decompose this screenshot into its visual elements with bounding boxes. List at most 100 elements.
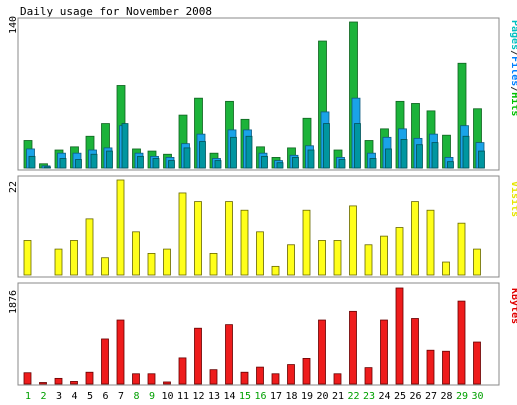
x-tick-label: 9: [149, 391, 155, 402]
kbytes-bar: [426, 349, 435, 385]
legend-visits: Visits: [509, 181, 517, 217]
pages-bar: [447, 161, 454, 169]
x-tick-label: 18: [285, 391, 297, 402]
visits-bar: [364, 244, 373, 276]
kbytes-bar: [302, 358, 311, 385]
kbytes-bar: [256, 366, 264, 385]
panel-frame-highlight: [16, 16, 499, 170]
legend-kbytes: KBytes: [509, 288, 517, 324]
kbytes-bar: [85, 371, 94, 385]
pages-bar: [199, 141, 206, 169]
x-tick-label: 15: [239, 391, 251, 402]
legend-segment: Files: [509, 56, 517, 86]
pages-bar: [90, 153, 98, 169]
visits-bar: [411, 201, 419, 276]
legend-segment: Hits: [509, 92, 517, 116]
ymax-label-visits: 22: [8, 181, 19, 193]
visits-bar: [442, 261, 450, 276]
pages-bar: [416, 144, 423, 169]
pages-bar: [276, 162, 284, 169]
x-tick-label: 13: [208, 391, 220, 402]
kbytes-bar: [411, 318, 419, 385]
visits-bar: [116, 179, 125, 276]
kbytes-bar: [39, 382, 47, 385]
x-tick-label: 19: [301, 391, 313, 402]
kbytes-bar: [23, 372, 32, 385]
kbytes-bar: [132, 373, 140, 385]
kbytes-bar: [209, 369, 218, 385]
visits-bar: [240, 209, 249, 276]
visits-bar: [457, 222, 466, 276]
pages-bar: [400, 139, 408, 169]
x-tick-label: 12: [192, 391, 204, 402]
x-tick-label: 17: [270, 391, 282, 402]
x-tick-label: 26: [409, 391, 421, 402]
kbytes-bar: [70, 381, 78, 385]
pages-bar: [168, 160, 175, 169]
kbytes-bar: [333, 373, 342, 385]
kbytes-bar: [225, 324, 233, 385]
visits-bar: [287, 244, 295, 276]
x-tick-label: 29: [456, 391, 468, 402]
pages-bar: [59, 158, 67, 169]
x-tick-label: 22: [347, 391, 359, 402]
ymax-label-kbytes: 1876: [8, 290, 19, 314]
x-tick-label: 24: [378, 391, 390, 402]
visits-bar: [380, 235, 388, 276]
panel-frame: [17, 282, 500, 386]
x-tick-label: 11: [177, 391, 189, 402]
visits-bar: [23, 240, 32, 276]
visits-bar: [318, 240, 326, 276]
visits-bar: [271, 265, 280, 276]
chart-title: Daily usage for November 2008: [20, 5, 212, 18]
kbytes-bar: [442, 350, 450, 385]
pages-bar: [214, 160, 222, 169]
pages-bar: [385, 148, 392, 169]
pages-bar: [478, 150, 485, 169]
panel-frame-highlight: [16, 174, 499, 277]
kbytes-bar: [271, 373, 280, 385]
pages-bar: [245, 135, 253, 169]
pages-bar: [152, 158, 160, 169]
visits-bar: [194, 201, 202, 276]
kbytes-bar: [473, 341, 481, 385]
kbytes-bar: [318, 319, 326, 385]
pages-bar: [44, 166, 51, 169]
pages-bar: [307, 149, 315, 169]
visits-bar: [302, 209, 311, 276]
visits-bar: [395, 227, 404, 276]
visits-bar: [147, 253, 156, 276]
kbytes-bar: [147, 373, 156, 385]
visits-bar: [473, 248, 481, 276]
pages-bar: [431, 142, 439, 169]
legend-segment: /: [509, 86, 517, 92]
x-tick-label: 4: [71, 391, 77, 402]
x-tick-label: 23: [363, 391, 375, 402]
pages-bar: [323, 123, 330, 169]
legend-segment: Visits: [509, 181, 517, 217]
kbytes-bar: [380, 319, 388, 385]
x-tick-label: 14: [223, 391, 235, 402]
kbytes-bar: [287, 364, 295, 385]
pages-bar: [230, 136, 237, 169]
x-tick-label: 6: [102, 391, 108, 402]
pages-bar: [121, 123, 129, 169]
x-tick-label: 28: [440, 391, 452, 402]
x-tick-label: 5: [87, 391, 93, 402]
x-tick-label: 10: [161, 391, 173, 402]
legend-segment: Pages: [509, 20, 517, 50]
panel-frame: [17, 175, 500, 278]
x-tick-label: 21: [332, 391, 344, 402]
legend-segment: KBytes: [509, 288, 517, 324]
kbytes-bar: [194, 327, 202, 385]
x-tick-label: 8: [133, 391, 139, 402]
kbytes-bar: [364, 367, 373, 385]
visits-bar: [209, 253, 218, 276]
panel-frame: [17, 17, 500, 171]
pages-bar: [183, 147, 191, 169]
kbytes-bar: [101, 338, 109, 385]
kbytes-bar: [457, 300, 466, 385]
visits-bar: [178, 192, 187, 276]
pages-bar: [369, 158, 377, 169]
pages-bar: [338, 159, 346, 169]
